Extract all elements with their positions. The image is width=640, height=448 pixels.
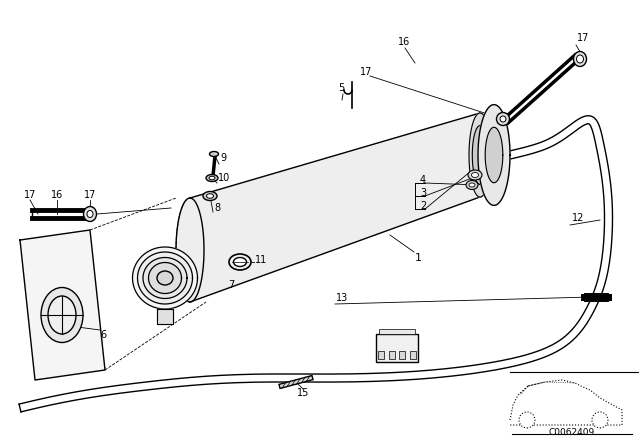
Bar [410, 351, 416, 359]
Bar [379, 329, 415, 334]
Text: 17: 17 [24, 190, 36, 200]
Ellipse shape [209, 151, 218, 156]
Ellipse shape [577, 55, 584, 63]
Ellipse shape [41, 288, 83, 343]
Ellipse shape [500, 116, 506, 122]
Polygon shape [478, 105, 510, 205]
Text: 3: 3 [420, 188, 426, 198]
Text: 14: 14 [391, 353, 403, 363]
Polygon shape [176, 113, 491, 302]
Polygon shape [138, 252, 193, 304]
Text: 1: 1 [415, 253, 422, 263]
Ellipse shape [87, 211, 93, 217]
Ellipse shape [206, 175, 218, 181]
Circle shape [592, 412, 608, 428]
Text: 16: 16 [51, 190, 63, 200]
Text: 12: 12 [572, 213, 584, 223]
Ellipse shape [573, 52, 586, 66]
Bar [376, 334, 418, 362]
Polygon shape [132, 247, 198, 309]
Text: 17: 17 [577, 33, 589, 43]
Text: 9: 9 [220, 153, 226, 163]
Text: 8: 8 [214, 203, 220, 213]
Text: 4: 4 [420, 175, 426, 185]
Ellipse shape [472, 172, 479, 177]
Polygon shape [20, 230, 105, 380]
Polygon shape [469, 113, 491, 197]
Text: C0062409: C0062409 [549, 427, 595, 436]
Ellipse shape [466, 181, 478, 190]
Text: 15: 15 [297, 388, 309, 398]
Polygon shape [143, 258, 187, 298]
Bar [378, 351, 384, 359]
Ellipse shape [209, 176, 215, 180]
Circle shape [519, 412, 535, 428]
Ellipse shape [207, 194, 214, 198]
Ellipse shape [203, 191, 217, 201]
Text: 5: 5 [338, 83, 344, 93]
Bar [399, 351, 405, 359]
Polygon shape [148, 263, 182, 293]
Ellipse shape [48, 296, 76, 334]
Text: 16: 16 [398, 37, 410, 47]
Bar [388, 351, 395, 359]
Ellipse shape [229, 254, 251, 270]
Ellipse shape [469, 183, 475, 187]
Text: 10: 10 [218, 173, 230, 183]
Ellipse shape [157, 271, 173, 285]
Polygon shape [472, 125, 488, 185]
Text: 11: 11 [255, 255, 268, 265]
Text: 17: 17 [360, 67, 372, 77]
Ellipse shape [468, 170, 482, 180]
Polygon shape [157, 309, 173, 324]
Text: 2: 2 [420, 201, 426, 211]
Ellipse shape [497, 112, 509, 125]
Ellipse shape [83, 207, 97, 221]
Text: 17: 17 [84, 190, 96, 200]
Text: 6: 6 [100, 330, 106, 340]
Text: 13: 13 [336, 293, 348, 303]
Text: 7: 7 [228, 280, 234, 290]
Polygon shape [485, 127, 503, 183]
Ellipse shape [234, 258, 246, 267]
